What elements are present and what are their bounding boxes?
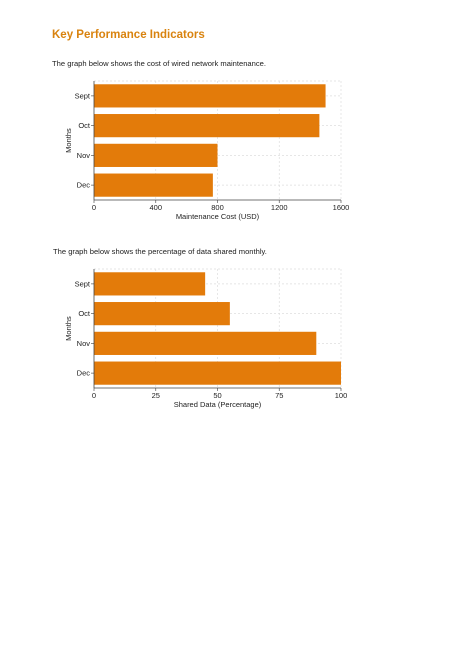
y-tick-label: Nov (77, 339, 91, 348)
x-tick-label: 400 (149, 203, 162, 212)
y-axis-title: Months (64, 316, 73, 341)
chart2-caption: The graph below shows the percentage of … (53, 247, 267, 256)
y-tick-label: Oct (78, 309, 91, 318)
bar-oct (94, 302, 230, 326)
bar-dec (94, 361, 341, 385)
page-title: Key Performance Indicators (52, 29, 205, 41)
x-axis-title: Shared Data (Percentage) (174, 400, 262, 409)
x-tick-label: 1200 (271, 203, 288, 212)
x-tick-label: 800 (211, 203, 224, 212)
x-tick-label: 1600 (333, 203, 350, 212)
x-tick-label: 75 (275, 391, 283, 400)
bar-sept (94, 272, 206, 296)
bar-nov (94, 143, 218, 167)
y-tick-label: Dec (77, 369, 91, 378)
y-tick-label: Oct (78, 121, 91, 130)
chart1-caption: The graph below shows the cost of wired … (52, 59, 267, 68)
y-axis-title: Months (64, 128, 73, 153)
x-tick-label: 25 (152, 391, 160, 400)
x-tick-label: 50 (213, 391, 221, 400)
y-tick-label: Dec (77, 181, 91, 190)
x-tick-label: 0 (92, 391, 96, 400)
bar-nov (94, 331, 317, 355)
x-tick-label: 100 (335, 391, 348, 400)
x-tick-label: 0 (92, 203, 96, 212)
y-tick-label: Sept (75, 91, 91, 100)
y-tick-label: Sept (75, 279, 91, 288)
x-axis-title: Maintenance Cost (USD) (176, 212, 260, 221)
bar-oct (94, 114, 320, 138)
bar-dec (94, 173, 213, 197)
bar-sept (94, 84, 326, 108)
y-tick-label: Nov (77, 151, 91, 160)
